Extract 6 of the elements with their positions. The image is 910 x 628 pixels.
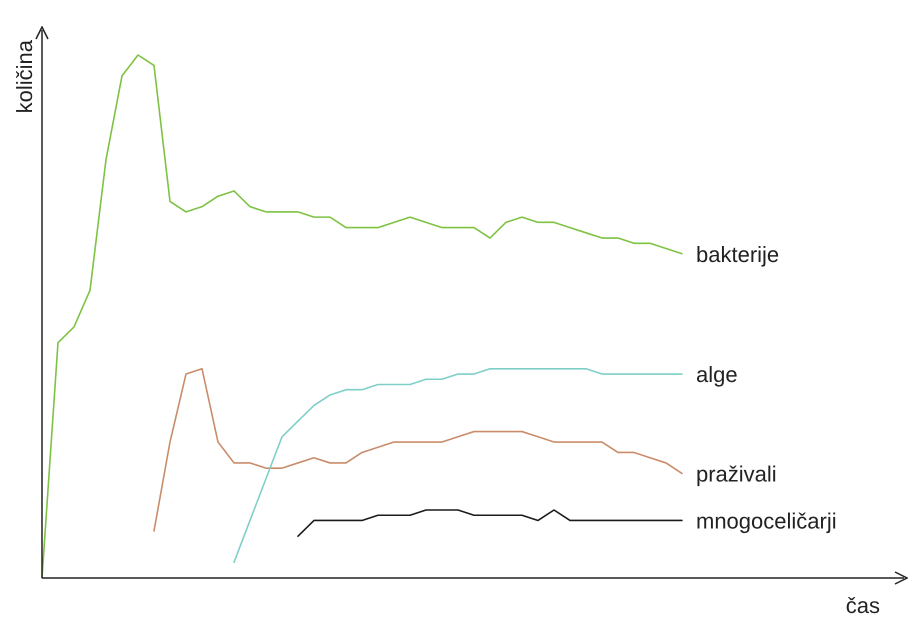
series-label: alge: [696, 362, 738, 388]
series-label: praživali: [696, 461, 777, 486]
y-axis-title: količina: [12, 39, 38, 114]
series-label: bakterije: [696, 242, 780, 267]
series-label: mnogoceličarji: [696, 508, 837, 534]
text: čas: [846, 593, 880, 618]
